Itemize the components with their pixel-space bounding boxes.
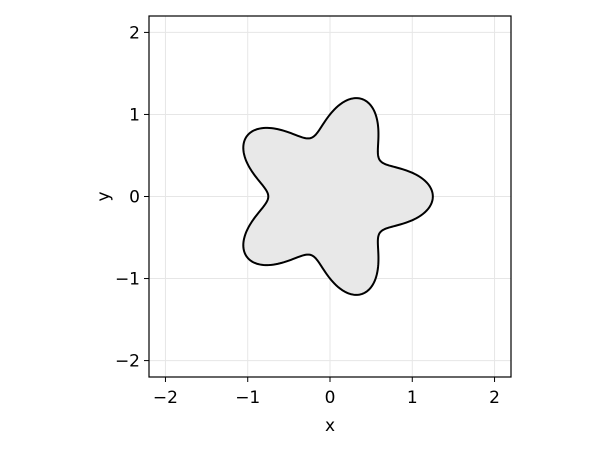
star-shape bbox=[242, 97, 434, 296]
x-tick-label-1: −1 bbox=[235, 388, 260, 408]
plot-area bbox=[242, 97, 434, 296]
x-tick-label-4: 2 bbox=[489, 388, 500, 408]
x-tick-label-2: 0 bbox=[325, 388, 336, 408]
axis-ticks: −2 −1 0 1 2 −2 −1 0 1 2 bbox=[115, 23, 500, 408]
y-tick-label-3: 1 bbox=[129, 105, 140, 125]
x-tick-label-3: 1 bbox=[407, 388, 418, 408]
y-axis-label: y bbox=[94, 191, 114, 201]
x-axis-label: x bbox=[325, 416, 335, 436]
y-tick-label-0: −2 bbox=[115, 352, 140, 372]
x-tick-label-0: −2 bbox=[153, 388, 178, 408]
y-tick-label-4: 2 bbox=[129, 23, 140, 43]
y-tick-label-2: 0 bbox=[129, 188, 140, 208]
y-tick-label-1: −1 bbox=[115, 270, 140, 290]
